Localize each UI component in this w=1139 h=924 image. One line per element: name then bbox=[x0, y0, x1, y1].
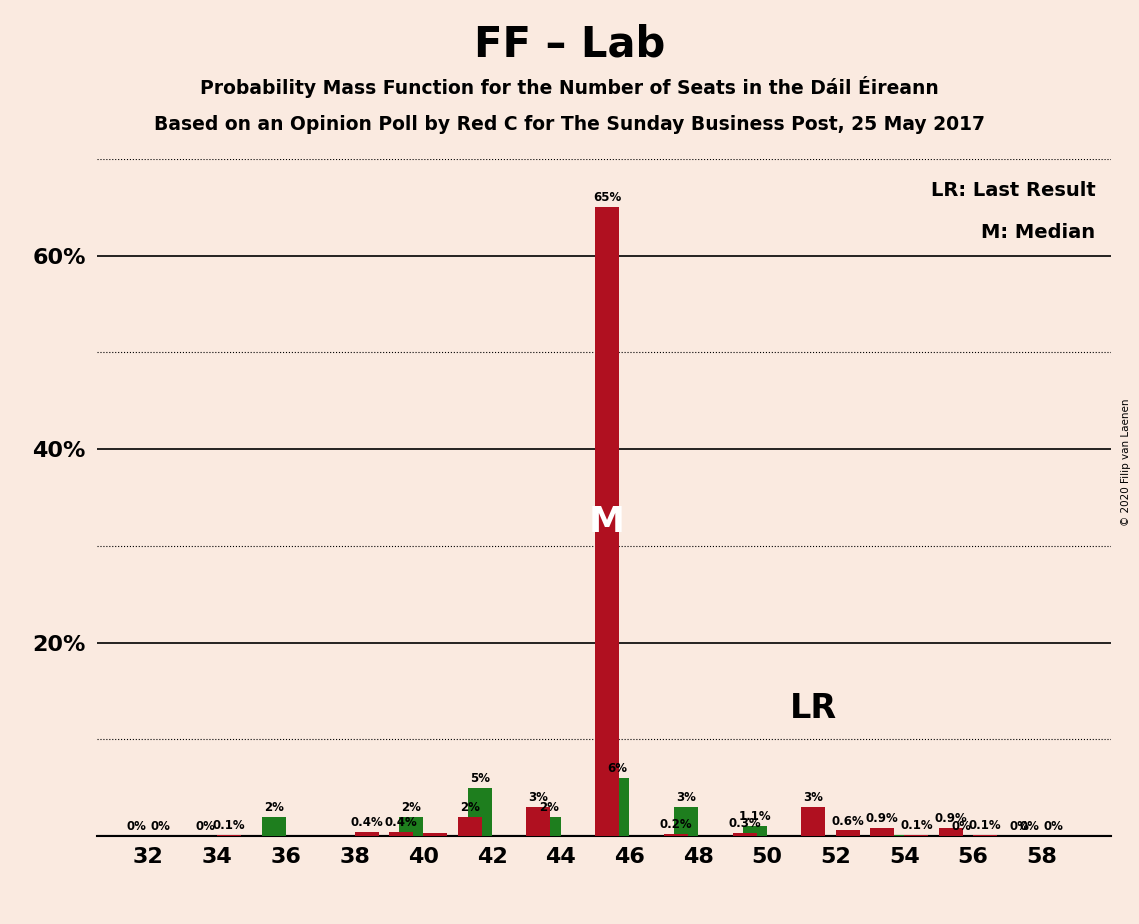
Text: LR: Last Result: LR: Last Result bbox=[931, 180, 1096, 200]
Text: 0.1%: 0.1% bbox=[213, 820, 245, 833]
Text: Based on an Opinion Poll by Red C for The Sunday Business Post, 25 May 2017: Based on an Opinion Poll by Red C for Th… bbox=[154, 115, 985, 134]
Bar bbox=[939, 828, 962, 836]
Text: 0%: 0% bbox=[126, 821, 146, 833]
Text: FF – Lab: FF – Lab bbox=[474, 23, 665, 65]
Bar bbox=[664, 834, 688, 836]
Bar bbox=[468, 788, 492, 836]
Text: 2%: 2% bbox=[401, 801, 421, 814]
Bar bbox=[424, 833, 448, 836]
Text: 0.3%: 0.3% bbox=[728, 818, 761, 831]
Text: 0%: 0% bbox=[1019, 821, 1040, 833]
Text: 0.1%: 0.1% bbox=[969, 820, 1001, 833]
Bar bbox=[388, 833, 413, 836]
Bar bbox=[870, 828, 894, 836]
Bar bbox=[536, 817, 560, 836]
Bar bbox=[399, 817, 424, 836]
Bar bbox=[836, 831, 860, 836]
Text: © 2020 Filip van Laenen: © 2020 Filip van Laenen bbox=[1121, 398, 1131, 526]
Bar bbox=[904, 835, 928, 836]
Text: 1.1%: 1.1% bbox=[738, 809, 771, 822]
Text: 3%: 3% bbox=[803, 791, 823, 804]
Bar bbox=[218, 835, 241, 836]
Bar bbox=[732, 833, 756, 836]
Text: 0.9%: 0.9% bbox=[866, 811, 899, 824]
Bar bbox=[973, 835, 997, 836]
Bar bbox=[674, 808, 698, 836]
Text: 6%: 6% bbox=[607, 762, 628, 775]
Text: 0.6%: 0.6% bbox=[831, 815, 865, 828]
Text: 0%: 0% bbox=[150, 821, 171, 833]
Bar bbox=[526, 808, 550, 836]
Text: 2%: 2% bbox=[539, 801, 558, 814]
Text: 2%: 2% bbox=[460, 801, 480, 814]
Text: 0.2%: 0.2% bbox=[659, 819, 693, 832]
Text: 0%: 0% bbox=[195, 821, 215, 833]
Bar bbox=[606, 778, 630, 836]
Text: 65%: 65% bbox=[593, 191, 621, 204]
Bar bbox=[743, 825, 767, 836]
Text: LR: LR bbox=[789, 692, 837, 725]
Bar bbox=[458, 817, 482, 836]
Text: 5%: 5% bbox=[470, 772, 490, 785]
Text: 0.4%: 0.4% bbox=[350, 817, 383, 830]
Text: 2%: 2% bbox=[264, 801, 284, 814]
Bar bbox=[595, 207, 620, 836]
Bar bbox=[801, 808, 826, 836]
Bar bbox=[354, 833, 378, 836]
Text: 0%: 0% bbox=[1043, 821, 1064, 833]
Text: M: M bbox=[589, 505, 625, 539]
Bar bbox=[262, 817, 286, 836]
Text: M: Median: M: Median bbox=[981, 224, 1096, 242]
Text: 0.1%: 0.1% bbox=[900, 820, 933, 833]
Text: 0%: 0% bbox=[1009, 821, 1030, 833]
Text: Probability Mass Function for the Number of Seats in the Dáil Éireann: Probability Mass Function for the Number… bbox=[200, 76, 939, 98]
Bar bbox=[880, 835, 904, 836]
Text: 0.9%: 0.9% bbox=[934, 811, 967, 824]
Text: 0%: 0% bbox=[951, 821, 970, 833]
Text: 3%: 3% bbox=[528, 791, 548, 804]
Text: 3%: 3% bbox=[677, 791, 696, 804]
Text: 0.4%: 0.4% bbox=[385, 817, 417, 830]
